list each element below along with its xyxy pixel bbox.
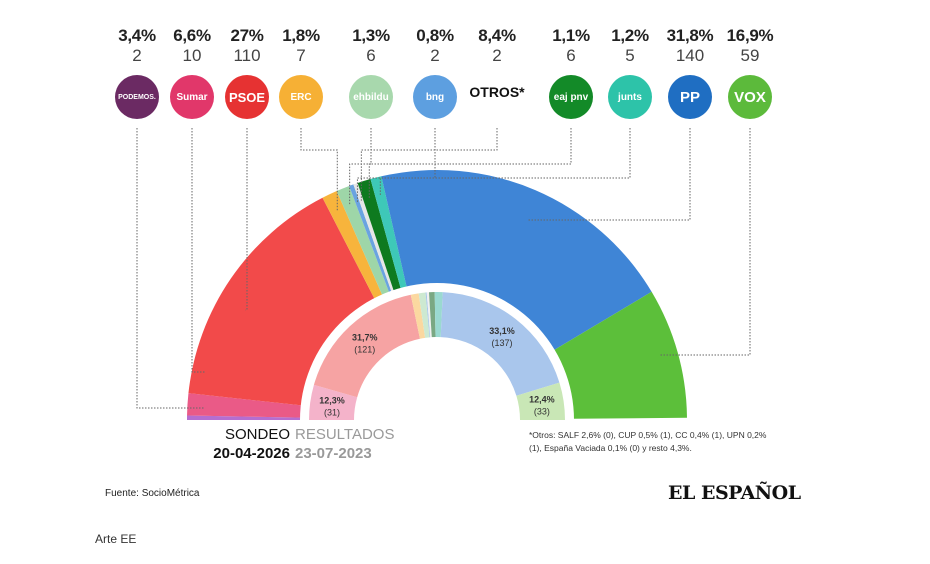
outer-seg-bng: [349, 184, 392, 294]
inner-label-pct-vox: 12,4%: [529, 394, 555, 404]
inner-label-seats-sumar: (31): [324, 407, 340, 417]
leader-line-vox: [660, 128, 751, 356]
party-pnv: 1,1% 6 eaj pnv: [541, 26, 601, 119]
party-logo-pp: PP: [668, 75, 712, 119]
legend-sondeo-date: 20-04-2026: [213, 445, 290, 462]
inner-seg-psoe: [313, 294, 420, 398]
inner-label-seats-psoe: (121): [354, 344, 375, 354]
party-seats-erc: 7: [296, 46, 306, 65]
outer-seg-pp: [381, 170, 652, 351]
inner-seg-erc: [410, 293, 426, 339]
outer-seg-junts: [370, 176, 407, 290]
leader-line-sumar: [191, 128, 206, 373]
party-bng: 0,8% 2 bng: [405, 26, 465, 119]
inner-seg-otros: [426, 292, 432, 338]
party-pp: 31,8% 140 PP: [660, 26, 720, 119]
source-text: Fuente: SocioMétrica: [105, 488, 200, 499]
inner-label-pct-pp: 33,1%: [489, 326, 515, 336]
leader-line-psoe: [245, 128, 248, 311]
outer-seg-otros: [353, 182, 395, 293]
outer-seg-ehbildu: [336, 185, 390, 297]
brand-logo: EL ESPAÑOL: [668, 482, 801, 504]
inner-seg-vox: [516, 382, 565, 420]
party-erc: 1,8% 7 ERC: [271, 26, 331, 119]
credit-text: Arte EE: [95, 532, 137, 546]
leader-line-pnv: [368, 128, 572, 199]
party-logo-ehbildu: ehbildu: [349, 75, 393, 119]
inner-seg-ehbildu: [418, 292, 430, 338]
inner-label-seats-pp: (137): [491, 338, 512, 348]
legend-sondeo: SONDEO 20-04-2026: [180, 426, 290, 462]
party-pct-podemos: 3,4%: [118, 26, 156, 45]
party-logo-otros: OTROS*: [469, 84, 525, 100]
party-seats-vox: 59: [740, 46, 760, 65]
party-vox: 16,9% 59 VOX: [720, 26, 780, 119]
party-logo-pnv: eaj pnv: [549, 75, 593, 119]
party-logo-bng: bng: [413, 75, 457, 119]
outer-seg-vox: [552, 291, 687, 419]
inner-label-pct-psoe: 31,7%: [352, 332, 378, 342]
party-pct-pnv: 1,1%: [552, 26, 590, 45]
leader-line-erc: [300, 128, 338, 211]
party-seats-junts: 5: [625, 46, 635, 65]
outer-seg-psoe: [188, 197, 376, 406]
party-pct-vox: 16,9%: [726, 26, 774, 45]
party-pct-psoe: 27%: [230, 26, 264, 45]
inner-seg-sumar: [309, 384, 358, 420]
party-pct-otros: 8,4%: [478, 26, 516, 45]
inner-label-pct-sumar: 12,3%: [319, 395, 345, 405]
inner-seg-junts: [434, 292, 443, 338]
legend-sondeo-title: SONDEO: [224, 426, 290, 443]
party-seats-bng: 2: [430, 46, 440, 65]
party-seats-psoe: 110: [233, 46, 261, 65]
party-logo-vox: VOX: [728, 75, 772, 119]
leader-line-bng: [356, 128, 436, 203]
legend-resultados: RESULTADOS 23-07-2023: [295, 426, 415, 462]
party-junts: 1,2% 5 junts: [600, 26, 660, 119]
party-pct-junts: 1,2%: [611, 26, 649, 45]
party-ehbildu: 1,3% 6 ehbildu: [341, 26, 401, 119]
party-logo-erc: ERC: [279, 75, 323, 119]
leader-line-podemos: [136, 128, 206, 409]
party-pct-erc: 1,8%: [282, 26, 320, 45]
party-seats-podemos: 2: [132, 46, 142, 65]
party-pct-sumar: 6,6%: [173, 26, 211, 45]
inner-label-seats-vox: (33): [534, 406, 550, 416]
party-podemos: 3,4% 2 PODEMOS.: [107, 26, 167, 119]
party-logo-sumar: Sumar: [170, 75, 214, 119]
party-logo-podemos: PODEMOS.: [115, 75, 159, 119]
inner-seg-bng: [425, 292, 431, 338]
outer-seg-pnv: [357, 179, 402, 292]
legend-resultados-title: RESULTADOS: [295, 426, 395, 443]
party-logo-junts: junts: [608, 75, 652, 119]
party-sumar: 6,6% 10 Sumar: [162, 26, 222, 119]
party-logo-psoe: PSOE: [225, 75, 269, 119]
party-psoe: 27% 110 PSOE: [217, 26, 277, 119]
party-seats-pp: 140: [675, 46, 705, 65]
outer-seg-sumar: [187, 393, 303, 418]
party-pct-ehbildu: 1,3%: [352, 26, 390, 45]
leader-line-pp: [528, 128, 691, 221]
legend-resultados-date: 23-07-2023: [295, 445, 372, 462]
party-pct-pp: 31,8%: [666, 26, 714, 45]
party-seats-sumar: 10: [182, 46, 202, 65]
inner-seg-pnv: [428, 292, 436, 338]
party-seats-pnv: 6: [566, 46, 576, 65]
party-seats-ehbildu: 6: [366, 46, 376, 65]
leader-line-ehbildu: [349, 128, 372, 206]
footnote-otros: *Otros: SALF 2,6% (0), CUP 0,5% (1), CC …: [529, 430, 767, 453]
party-seats-otros: 2: [492, 46, 502, 65]
party-otros: 8,4% 2 OTROS*: [467, 26, 527, 100]
inner-seg-pp: [440, 292, 560, 396]
outer-seg-erc: [322, 191, 383, 300]
leader-line-junts: [379, 128, 631, 196]
party-pct-bng: 0,8%: [416, 26, 454, 45]
outer-seg-podemos: [187, 415, 303, 420]
